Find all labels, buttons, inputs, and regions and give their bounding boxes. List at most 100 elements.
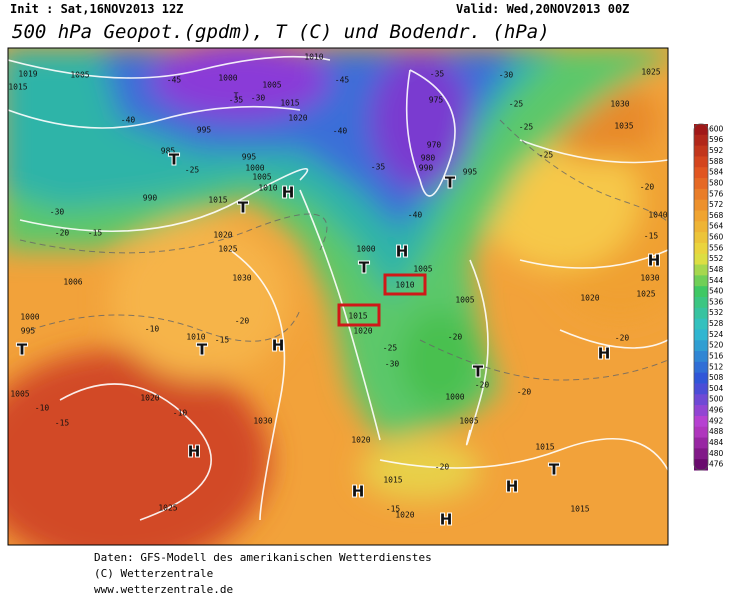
pressure-center: H — [506, 478, 519, 496]
colorbar-tick-label: 560 — [709, 233, 724, 242]
colorbar-tick-label: 480 — [709, 449, 724, 458]
colorbar-swatch — [694, 405, 708, 417]
pressure-label: 1005 — [455, 296, 474, 305]
pressure-label: 1015 — [208, 196, 227, 205]
pressure-center: H — [396, 243, 409, 261]
pressure-label: 995 — [463, 168, 478, 177]
colorbar-tick-label: 576 — [709, 189, 724, 198]
colorbar-swatch — [694, 361, 708, 374]
temperature-label: -20 — [235, 317, 250, 326]
colorbar-swatch — [694, 188, 708, 201]
pressure-label: 1025 — [218, 245, 237, 254]
colorbar-swatch — [694, 210, 708, 222]
pressure-label: 975 — [429, 96, 444, 105]
temperature-label: -20 — [448, 333, 463, 342]
colorbar-swatch — [694, 221, 708, 233]
pressure-label: 1040 — [648, 211, 667, 220]
pressure-center: T — [359, 259, 370, 277]
colorbar-swatch — [694, 351, 708, 363]
pressure-label: 1015 — [383, 476, 402, 485]
init-time: Init : Sat,16NOV2013 12Z — [10, 2, 183, 16]
pressure-label: 995 — [21, 327, 36, 336]
pressure-label: 1005 — [252, 173, 271, 182]
pressure-label: 1020 — [213, 231, 232, 240]
pressure-label: 1030 — [253, 417, 272, 426]
pressure-label: 1015 — [280, 99, 299, 108]
temperature-label: -30 — [499, 71, 514, 80]
pressure-label: 1020 — [395, 511, 414, 520]
colorbar-tick-label: 536 — [709, 297, 724, 306]
colorbar-swatch — [694, 134, 708, 147]
pressure-center: T — [197, 341, 208, 359]
colorbar-tick-label: 508 — [709, 373, 724, 382]
temperature-label: -40 — [408, 211, 423, 220]
temperature-label: -15 — [215, 336, 230, 345]
colorbar-swatch — [694, 178, 708, 190]
colorbar-swatch — [694, 394, 708, 406]
colorbar-swatch — [694, 167, 708, 179]
pressure-center: H — [440, 511, 453, 529]
pressure-label: 1000 — [445, 393, 464, 402]
colorbar-tick-label: 488 — [709, 427, 724, 436]
pressure-center: H — [648, 252, 661, 270]
temperature-label: -20 — [517, 388, 532, 397]
pressure-label: 1035 — [614, 122, 633, 131]
footer-url: www.wetterzentrale.de — [94, 583, 233, 596]
colorbar-swatch — [694, 297, 708, 309]
colorbar-swatch — [694, 329, 708, 341]
pressure-label: 1030 — [232, 274, 251, 283]
temperature-label: T — [234, 92, 239, 101]
colorbar-tick-label: 532 — [709, 308, 724, 317]
temperature-label: -10 — [145, 325, 160, 334]
map-field — [8, 48, 668, 545]
highlight-box — [337, 303, 381, 327]
temperature-label: -40 — [333, 127, 348, 136]
pressure-label: 990 — [419, 164, 434, 173]
colorbar-tick-label: 592 — [709, 146, 724, 155]
valid-time: Valid: Wed,20NOV2013 00Z — [456, 2, 629, 16]
temperature-label: -20 — [475, 381, 490, 390]
colorbar-tick-label: 476 — [709, 460, 724, 469]
pressure-label: 1005 — [262, 81, 281, 90]
temperature-label: -20 — [615, 334, 630, 343]
temperature-label: -20 — [55, 229, 70, 238]
pressure-label: 1006 — [63, 278, 82, 287]
pressure-center: T — [17, 341, 28, 359]
colorbar-tick-label: 520 — [709, 341, 724, 350]
pressure-center: T — [238, 199, 249, 217]
pressure-label: 1020 — [580, 294, 599, 303]
colorbar-swatch — [694, 242, 708, 255]
colorbar-swatch — [694, 372, 708, 384]
pressure-center: H — [352, 483, 365, 501]
temperature-label: -30 — [385, 360, 400, 369]
colorbar-swatch — [694, 318, 708, 330]
pressure-label: 1010 — [186, 333, 205, 342]
pressure-center: H — [282, 184, 295, 202]
colorbar-swatch — [694, 383, 708, 395]
temperature-label: -25 — [383, 344, 398, 353]
pressure-center: H — [598, 345, 611, 363]
colorbar-tick-label: 524 — [709, 330, 724, 339]
temperature-label: -15 — [386, 505, 401, 514]
colorbar-tick-label: 580 — [709, 178, 724, 187]
temperature-label: -10 — [173, 409, 188, 418]
temperature-label: -40 — [121, 116, 136, 125]
colorbar-swatch — [694, 340, 708, 352]
temperature-label: -20 — [435, 463, 450, 472]
pressure-label: 985 — [161, 147, 176, 156]
colorbar-swatch — [694, 145, 708, 157]
pressure-label: 1025 — [158, 504, 177, 513]
colorbar-swatch — [694, 264, 708, 276]
pressure-label: 970 — [427, 141, 442, 150]
pressure-label: 1015 — [535, 443, 554, 452]
temperature-label: -10 — [35, 404, 50, 413]
colorbar-tick-label: 504 — [709, 384, 724, 393]
colorbar-swatch — [694, 448, 708, 460]
colorbar-tick-label: 556 — [709, 243, 724, 252]
temperature-label: -35 — [430, 70, 445, 79]
pressure-label: 1020 — [353, 327, 372, 336]
colorbar-tick-label: 552 — [709, 254, 724, 263]
map-title: 500 hPa Geopot.(gpdm), T (C) und Bodendr… — [12, 21, 550, 43]
temperature-label: -25 — [539, 151, 554, 160]
pressure-label: 1020 — [351, 436, 370, 445]
